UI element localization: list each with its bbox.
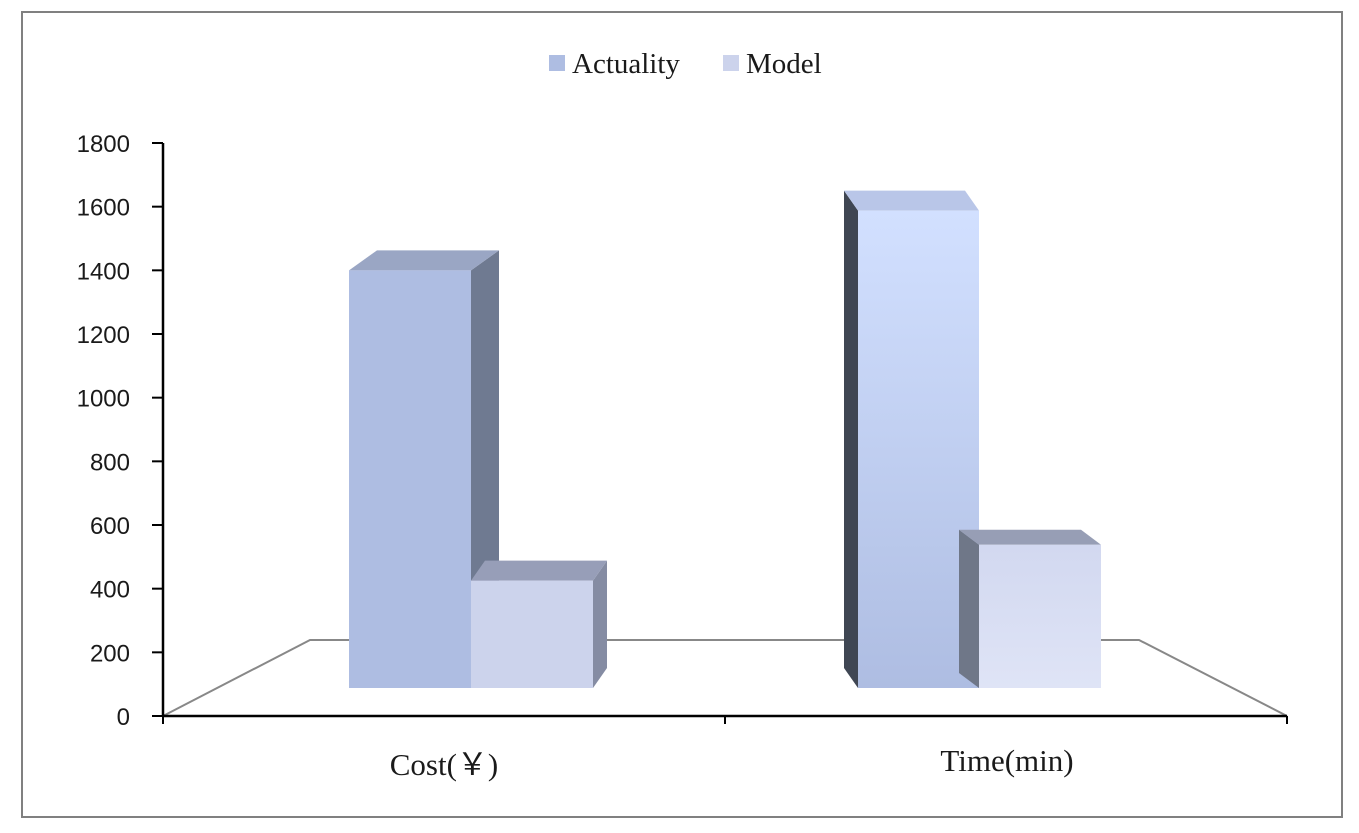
category-labels: Cost(￥) Time(min) xyxy=(390,743,1074,782)
y-tick-label: 800 xyxy=(90,449,130,476)
legend-label-actuality: Actuality xyxy=(572,48,680,80)
bar-side xyxy=(593,560,607,688)
category-label-time: Time(min) xyxy=(940,743,1073,778)
legend-swatch-model xyxy=(723,55,739,71)
bar-side xyxy=(844,190,858,688)
y-tick-label: 1600 xyxy=(77,195,130,222)
y-tick-label: 1000 xyxy=(77,386,130,413)
bar-front xyxy=(858,210,979,688)
bar-model-1 xyxy=(959,529,1101,688)
y-tick-label: 1400 xyxy=(77,258,130,285)
bar-side xyxy=(959,529,979,688)
y-tick-label: 200 xyxy=(90,640,130,667)
y-ticks: 0 200 400 600 800 1000 1200 1400 1600 1800 xyxy=(77,131,163,731)
y-tick-label: 600 xyxy=(90,513,130,540)
y-tick-label: 0 xyxy=(117,704,130,731)
chart-floor xyxy=(162,639,1288,717)
bar-front xyxy=(349,270,471,688)
y-tick-label: 1200 xyxy=(77,322,130,349)
y-tick-label: 1800 xyxy=(77,131,130,158)
y-tick-label: 400 xyxy=(90,577,130,604)
bar-model-0 xyxy=(471,560,607,688)
category-label-cost: Cost(￥) xyxy=(390,747,499,782)
legend-swatch-actuality xyxy=(549,55,565,71)
bar-front xyxy=(471,580,593,688)
bars xyxy=(349,190,1101,689)
legend-label-model: Model xyxy=(746,48,822,80)
bar-top xyxy=(844,190,979,211)
legend: Actuality Model xyxy=(549,48,822,80)
bar-top xyxy=(471,560,607,581)
bar-front xyxy=(979,544,1101,688)
bar-top xyxy=(349,250,499,271)
chart-frame xyxy=(21,11,1343,818)
bar-actuality-1 xyxy=(844,190,979,688)
bar-top xyxy=(959,529,1101,545)
x-axis xyxy=(162,714,1288,724)
